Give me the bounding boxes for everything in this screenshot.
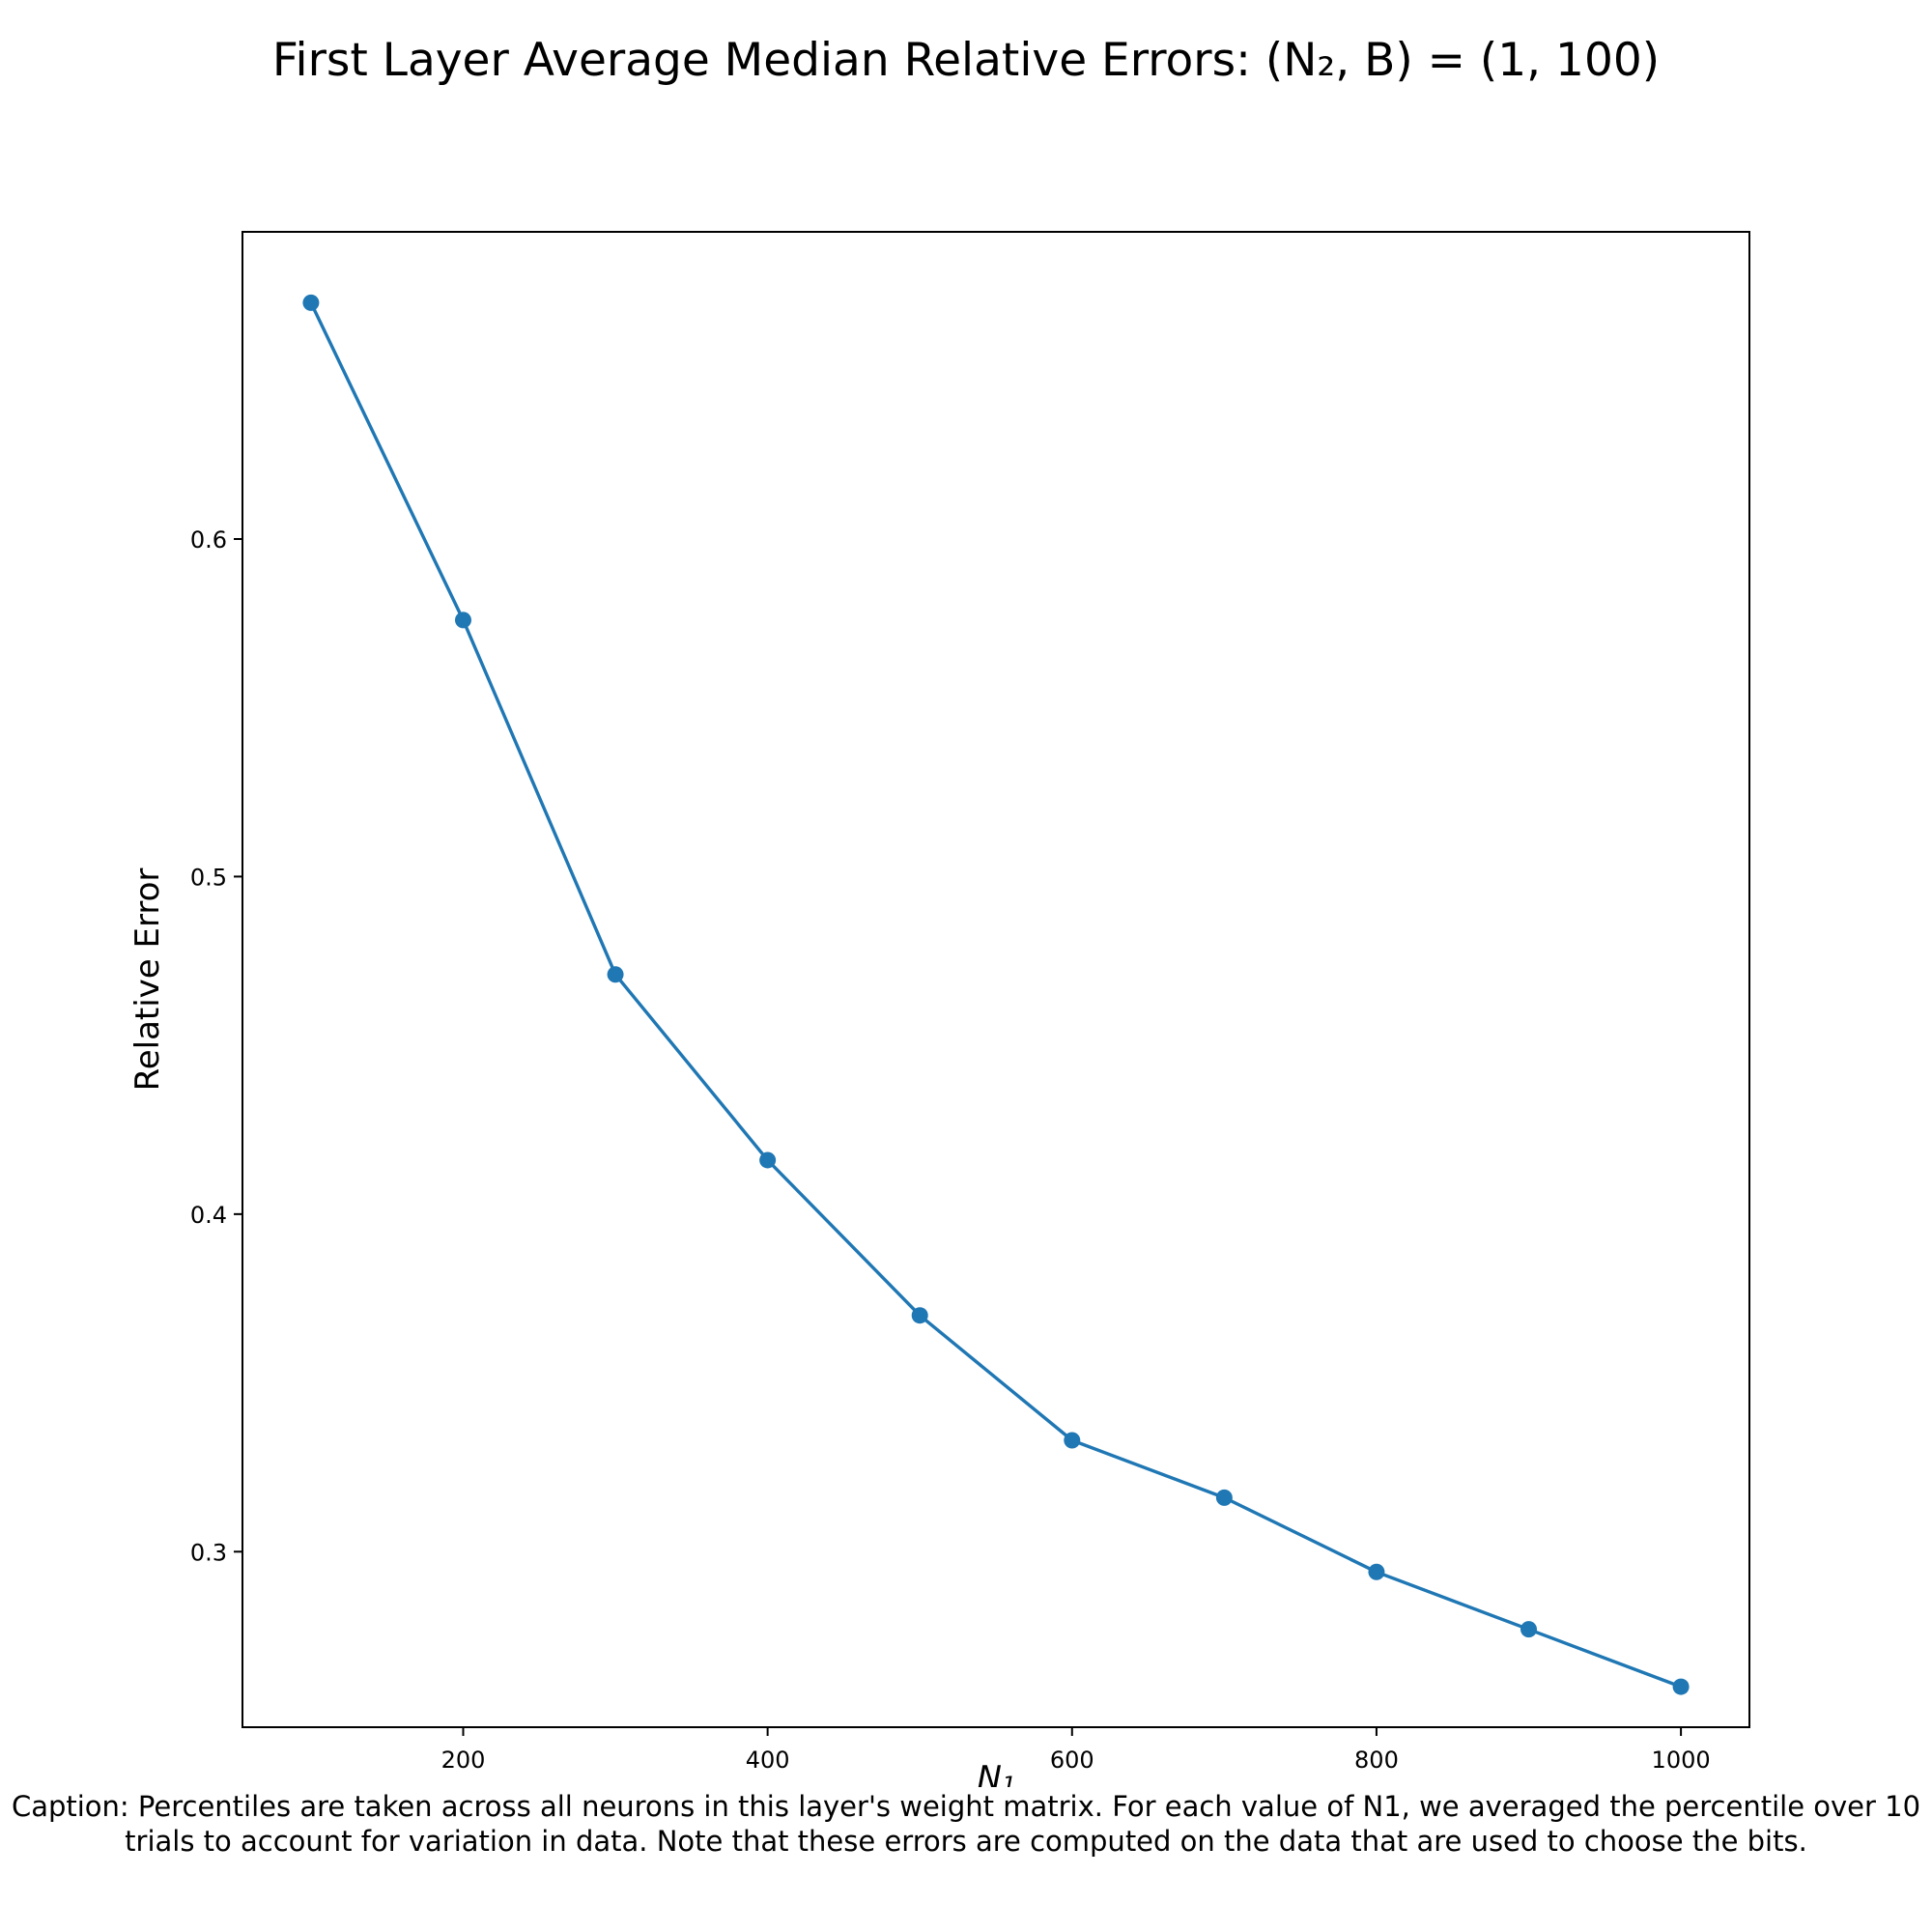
data-point — [1215, 1489, 1233, 1506]
series-group — [302, 294, 1690, 1695]
data-point — [911, 1307, 928, 1324]
x-tick-label: 1000 — [1652, 1747, 1711, 1774]
x-tick-label: 400 — [746, 1747, 790, 1774]
y-axis-label: Relative Error — [128, 868, 167, 1092]
data-point — [1672, 1678, 1690, 1695]
data-point — [1064, 1432, 1081, 1449]
y-tick-label: 0.6 — [190, 526, 227, 554]
y-tick-label: 0.5 — [190, 864, 227, 891]
plot-area-frame — [242, 231, 1750, 1728]
figure-caption: Caption: Percentiles are taken across al… — [11, 1790, 1921, 1858]
data-point — [1368, 1563, 1385, 1580]
chart-title: First Layer Average Median Relative Erro… — [272, 34, 1660, 87]
x-tick-label: 200 — [441, 1747, 486, 1774]
data-point — [759, 1151, 777, 1169]
x-tick-label: 600 — [1050, 1747, 1094, 1774]
x-axis-label: N₁ — [977, 1759, 1014, 1787]
x-tick-label: 800 — [1354, 1747, 1399, 1774]
data-point — [454, 611, 471, 629]
y-tick-label: 0.3 — [190, 1539, 227, 1566]
data-point — [302, 294, 320, 311]
series-line — [309, 301, 1682, 1689]
y-tick-label: 0.4 — [190, 1202, 227, 1229]
axis-ticks: 200 400 600 800 1000 0.3 0.4 0.5 0.6 — [190, 526, 1711, 1774]
data-point — [1520, 1621, 1538, 1638]
data-point — [607, 966, 624, 983]
chart: First Layer Average Median Relative Erro… — [128, 34, 1750, 1787]
